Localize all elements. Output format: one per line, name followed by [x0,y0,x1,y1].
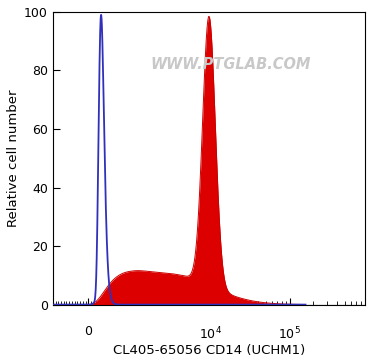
Text: WWW.PTGLAB.COM: WWW.PTGLAB.COM [151,57,311,72]
X-axis label: CL405-65056 CD14 (UCHM1): CL405-65056 CD14 (UCHM1) [113,344,305,357]
Text: 0: 0 [84,325,92,339]
Y-axis label: Relative cell number: Relative cell number [7,90,20,227]
Text: $10^5$: $10^5$ [278,325,301,342]
Text: $10^4$: $10^4$ [199,325,222,342]
